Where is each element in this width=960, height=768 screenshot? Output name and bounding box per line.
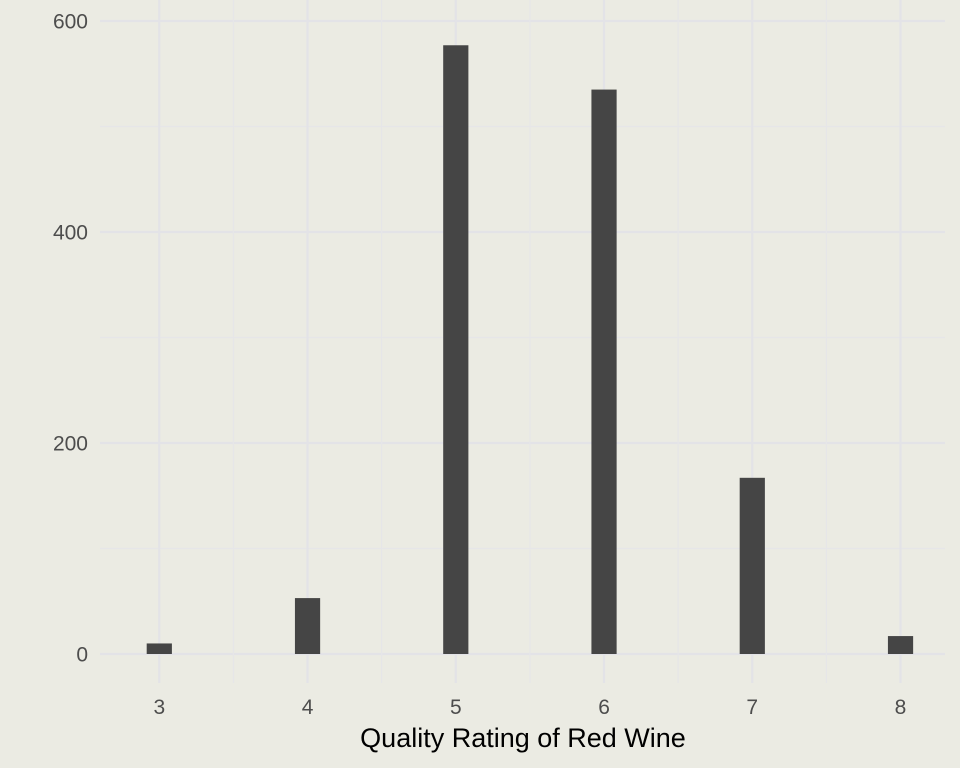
x-axis-title: Quality Rating of Red Wine: [360, 723, 686, 753]
x-tick-label: 3: [153, 696, 165, 719]
y-tick-label: 400: [53, 222, 88, 245]
x-tick-label: 4: [302, 696, 314, 719]
bar-5: [443, 45, 469, 654]
bars: [146, 45, 914, 654]
x-tick-label: 8: [895, 696, 907, 719]
x-tick-label: 6: [598, 696, 610, 719]
bar-4: [294, 598, 321, 654]
tick-labels: 0 200 400 600 3 4 5 6 7 8: [53, 11, 906, 720]
bar-3: [146, 643, 172, 654]
grid-layer: [100, 0, 945, 683]
bar-7: [739, 477, 765, 654]
x-tick-label: 7: [746, 696, 758, 719]
x-tick-label: 5: [450, 696, 462, 719]
y-tick-label: 200: [53, 433, 88, 456]
bar-8: [887, 636, 914, 654]
y-tick-label: 0: [76, 644, 88, 667]
bar-6: [591, 89, 617, 654]
y-tick-label: 600: [53, 11, 88, 34]
